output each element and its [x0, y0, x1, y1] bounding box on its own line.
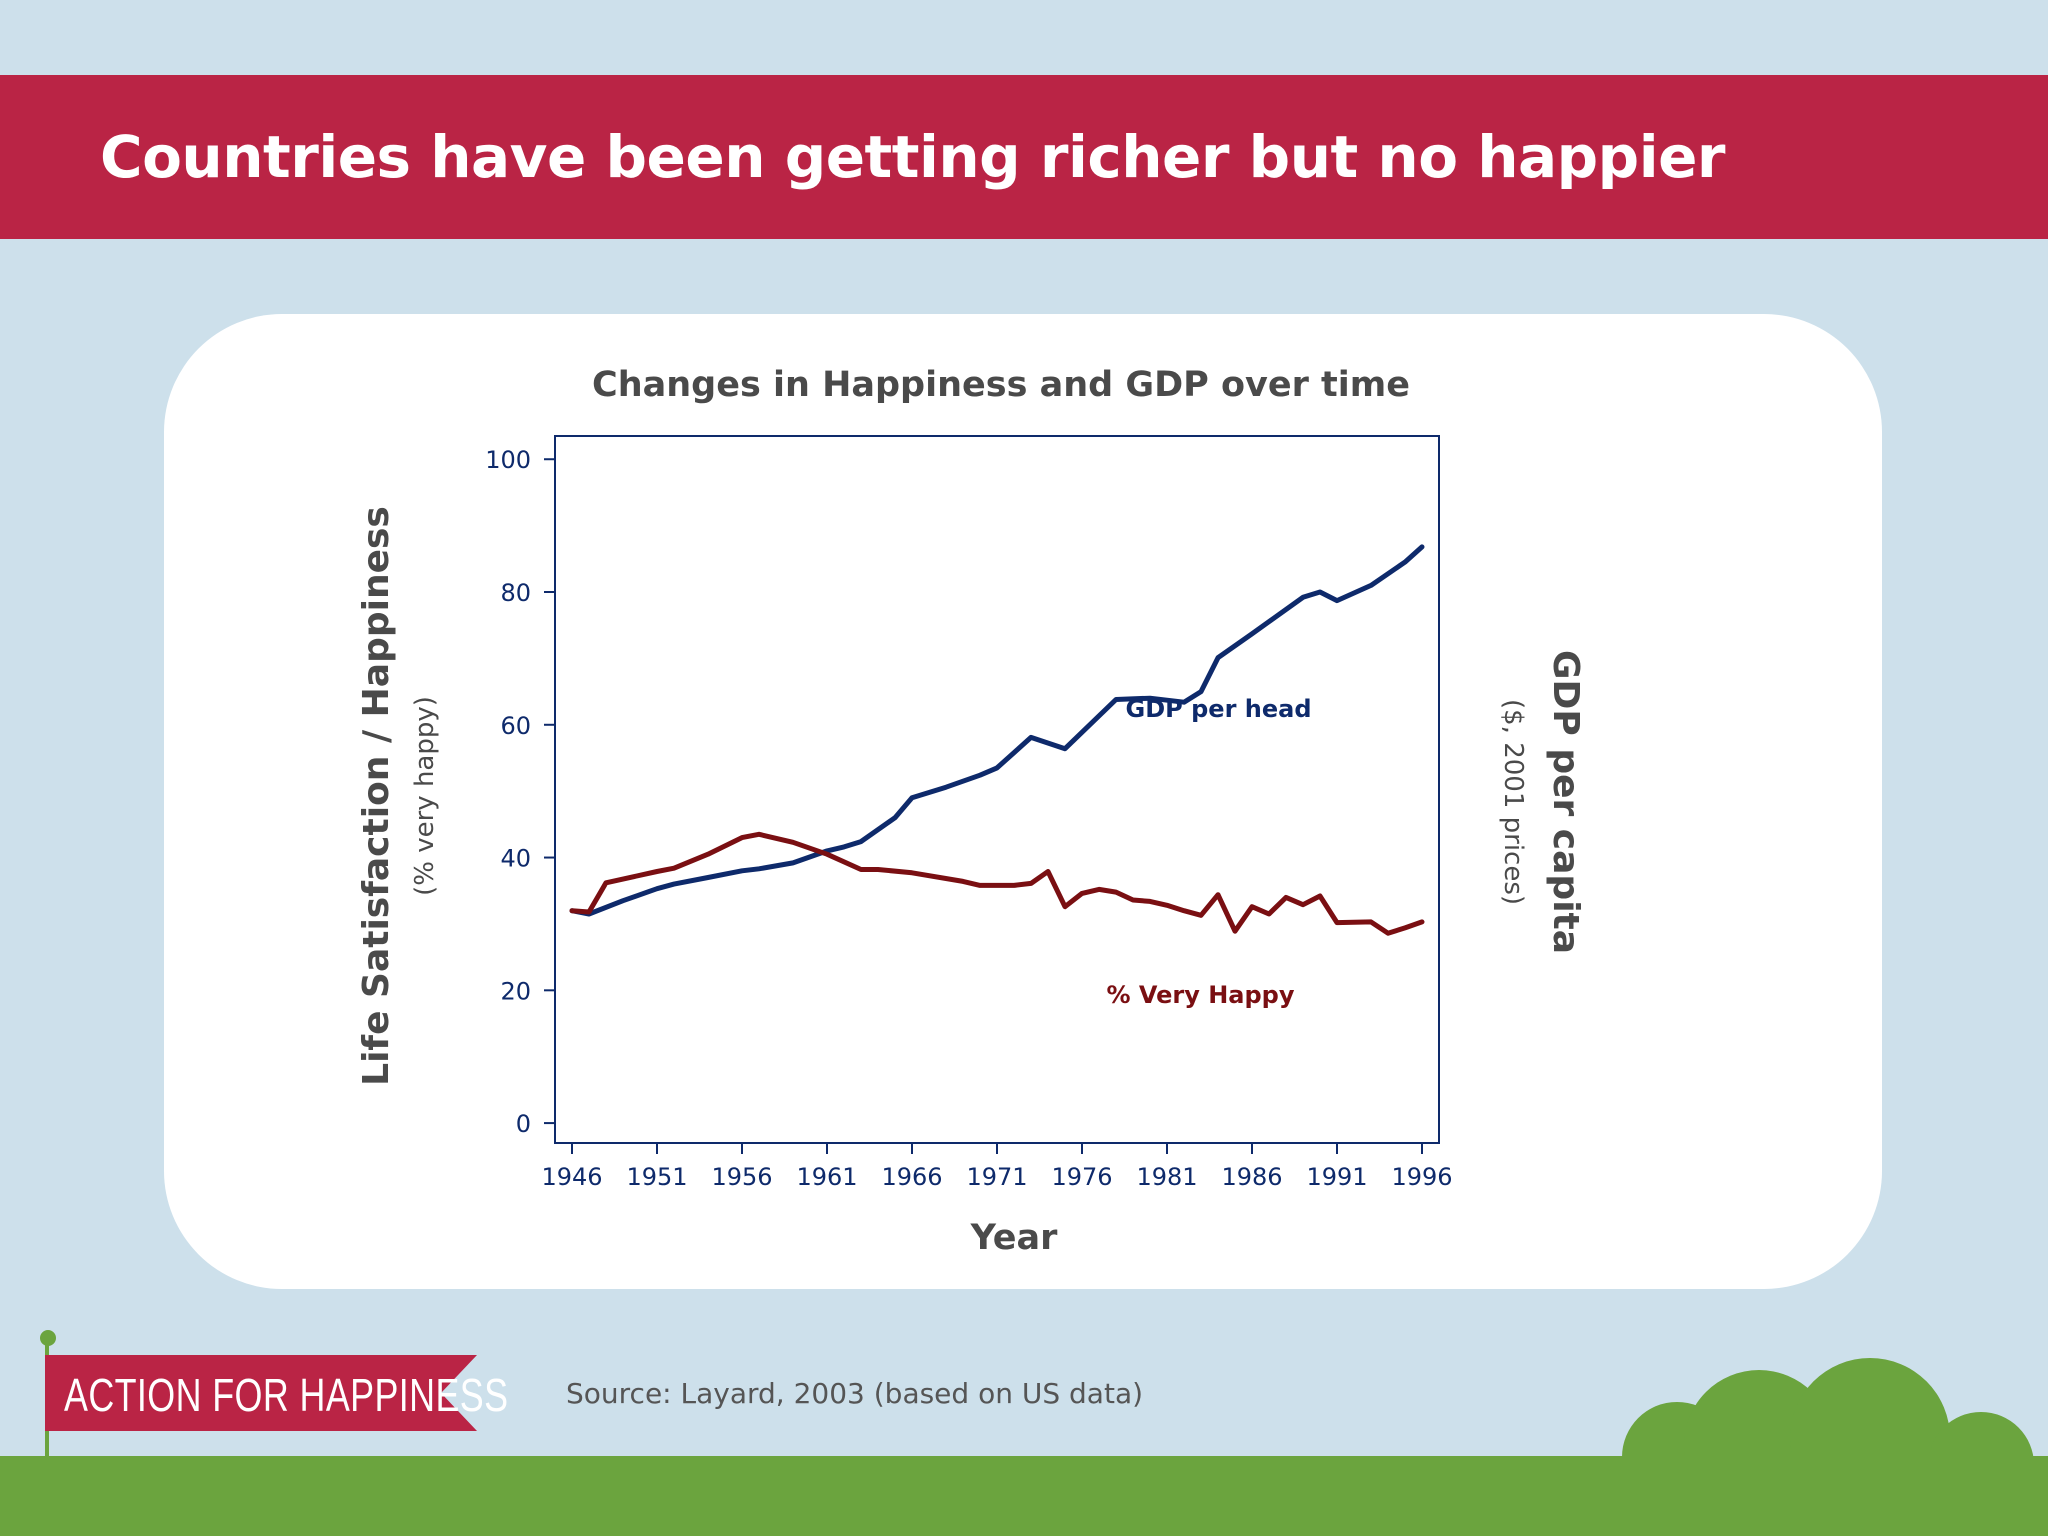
chart-title: Changes in Happiness and GDP over time	[592, 365, 1410, 405]
source-note: Source: Layard, 2003 (based on US data)	[566, 1377, 1144, 1410]
plot-frame	[554, 435, 1440, 1144]
chart-card	[164, 314, 1882, 1289]
logo-text: ACTION FOR HAPPINESS	[64, 1369, 509, 1421]
series-annotation: % Very Happy	[1106, 981, 1294, 1009]
y-tick-label: 80	[500, 579, 531, 607]
logo-flag	[45, 1355, 477, 1431]
series-line-very-happy	[569, 831, 1425, 936]
y-tick-label: 100	[485, 446, 531, 474]
slide-headline: Countries have been getting richer but n…	[100, 123, 1726, 191]
x-tick-label: 1991	[1306, 1163, 1367, 1191]
y-axis-sublabel: (% very happy)	[410, 696, 440, 896]
title-banner: Countries have been getting richer but n…	[0, 75, 2048, 239]
x-tick-label: 1986	[1221, 1163, 1282, 1191]
y-axis-label: Life Satisfaction / Happiness	[356, 506, 397, 1086]
x-tick-label: 1981	[1136, 1163, 1197, 1191]
series-line-gdp-per-head	[569, 544, 1425, 917]
y2-axis-label: GDP per capita	[1545, 650, 1586, 954]
x-axis-label: Year	[970, 1218, 1058, 1258]
x-tick-label: 1946	[541, 1163, 602, 1191]
x-tick-label: 1971	[966, 1163, 1027, 1191]
y-tick-label: 40	[500, 845, 531, 873]
x-tick-label: 1951	[626, 1163, 687, 1191]
flag-pole-dot	[40, 1330, 56, 1346]
grass-strip	[0, 1456, 2048, 1536]
x-tick-label: 1996	[1391, 1163, 1452, 1191]
x-tick-label: 1976	[1051, 1163, 1112, 1191]
y2-axis-sublabel: ($, 2001 prices)	[1498, 699, 1528, 905]
y-tick-label: 0	[516, 1110, 531, 1138]
y-tick-label: 20	[500, 977, 531, 1005]
y-tick-label: 60	[500, 712, 531, 740]
x-tick-label: 1966	[881, 1163, 942, 1191]
x-tick-label: 1961	[796, 1163, 857, 1191]
series-annotation: GDP per head	[1126, 695, 1312, 723]
x-tick-label: 1956	[711, 1163, 772, 1191]
